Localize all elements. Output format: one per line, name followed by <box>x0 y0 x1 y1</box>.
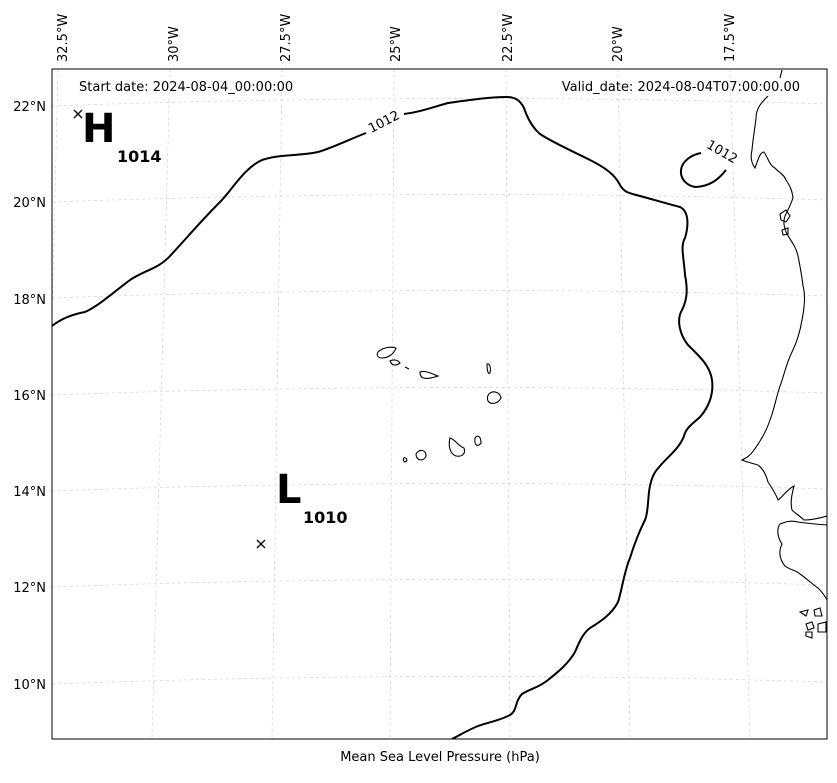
isobar-label-main: 1012 <box>366 108 402 136</box>
low-centre-cross <box>256 539 266 549</box>
lat-label-10n: 10°N <box>13 678 46 693</box>
cape-verde-boa-vista <box>486 391 502 404</box>
parallel-18n <box>52 290 827 299</box>
meridian-30w <box>151 69 171 739</box>
meridian-25w <box>389 69 395 739</box>
cape-verde-sao-vicente <box>389 359 401 366</box>
meridian-20w <box>617 69 631 739</box>
meridian-17-5w <box>729 69 751 739</box>
valid-date: Valid_date: 2024-08-04T07:00:00.00 <box>562 80 800 95</box>
cape-verde-sao-nicolau <box>419 370 440 379</box>
guinea-bissau-coast <box>777 520 827 601</box>
meridian-22-5w <box>505 69 511 739</box>
lon-label-20w: 20°W <box>611 26 626 62</box>
isobar-1012-closed <box>679 152 727 189</box>
meridian-32-5w <box>52 69 59 335</box>
lon-label-17-5w: 17.5°W <box>723 14 738 62</box>
map-frame <box>51 68 828 740</box>
meridian-27-5w <box>271 69 283 739</box>
parallel-12n <box>52 579 827 588</box>
parallel-16n <box>52 387 827 396</box>
isobars <box>52 95 727 739</box>
canary-island-2 <box>781 227 789 236</box>
canary-island-1 <box>779 209 791 223</box>
cape-verde-maio <box>474 435 482 446</box>
cape-verde-sal <box>486 363 491 374</box>
lat-label-18n: 18°N <box>13 293 46 308</box>
isobar-label-closed: 1012 <box>704 138 740 168</box>
lat-label-20n: 20°N <box>13 196 46 211</box>
parallel-22n <box>52 98 827 107</box>
coastlines <box>376 69 827 639</box>
map-caption: Mean Sea Level Pressure (hPa) <box>340 750 540 765</box>
lat-label-14n: 14°N <box>13 485 46 500</box>
lat-label-22n: 22°N <box>13 100 46 115</box>
bissau-islands <box>798 607 827 639</box>
parallel-10n <box>52 676 827 685</box>
graticule <box>52 69 827 739</box>
longitude-labels: 32.5°W 30°W 27.5°W 25°W 22.5°W 20°W 17.5… <box>56 14 738 62</box>
low-pressure-value: 1010 <box>303 508 348 527</box>
lon-label-22-5w: 22.5°W <box>501 14 516 62</box>
parallel-20n <box>52 194 827 203</box>
low-pressure-letter: L <box>276 467 302 513</box>
lat-label-12n: 12°N <box>13 581 46 596</box>
start-date: Start date: 2024-08-04_00:00:00 <box>79 80 293 95</box>
high-pressure-value: 1014 <box>117 147 162 166</box>
high-pressure-letter: H <box>82 106 115 152</box>
cape-verde-santa-luzia <box>404 366 410 370</box>
lon-label-27-5w: 27.5°W <box>279 14 294 62</box>
pressure-centre-markers <box>73 109 266 549</box>
cape-verde-santiago <box>448 437 466 457</box>
parallel-14n <box>52 483 827 492</box>
high-centre-cross <box>73 109 83 119</box>
cape-verde-fogo <box>415 449 427 461</box>
cape-verde-santo-antao <box>376 346 397 359</box>
lon-label-30w: 30°W <box>167 26 182 62</box>
lon-label-32-5w: 32.5°W <box>56 14 71 62</box>
lat-label-16n: 16°N <box>13 389 46 404</box>
africa-coast <box>740 69 827 521</box>
lon-label-25w: 25°W <box>389 26 404 62</box>
cape-verde-brava <box>402 457 408 463</box>
latitude-labels: 22°N 20°N 18°N 16°N 14°N 12°N 10°N <box>13 100 46 693</box>
isobar-1012-main <box>52 95 714 739</box>
